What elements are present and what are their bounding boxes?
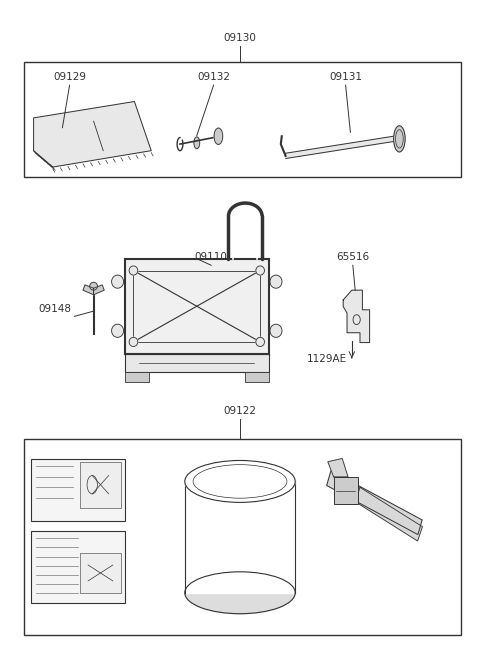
Polygon shape	[343, 290, 370, 343]
Text: 09130: 09130	[224, 33, 256, 43]
Ellipse shape	[185, 460, 295, 502]
Bar	[125, 354, 269, 372]
Ellipse shape	[270, 275, 282, 288]
Bar	[31, 531, 125, 603]
Ellipse shape	[256, 337, 264, 346]
Bar	[80, 553, 121, 593]
Bar	[125, 259, 269, 354]
Polygon shape	[355, 487, 422, 541]
Text: 1129AE: 1129AE	[306, 354, 347, 364]
Text: 09131: 09131	[329, 72, 362, 82]
Text: 09148: 09148	[39, 305, 72, 314]
Bar	[24, 62, 461, 177]
Ellipse shape	[185, 572, 295, 614]
Text: 09110: 09110	[195, 252, 228, 262]
Ellipse shape	[270, 324, 282, 337]
Bar	[245, 372, 269, 382]
Text: 09122: 09122	[224, 406, 256, 416]
Ellipse shape	[129, 266, 138, 275]
Ellipse shape	[90, 282, 97, 290]
Bar	[31, 458, 125, 521]
Bar	[80, 462, 121, 508]
Polygon shape	[328, 458, 348, 477]
Ellipse shape	[111, 275, 124, 288]
Text: 65516: 65516	[336, 252, 370, 262]
Ellipse shape	[394, 126, 405, 152]
Polygon shape	[286, 136, 394, 159]
Ellipse shape	[194, 137, 200, 149]
Polygon shape	[327, 471, 422, 534]
Polygon shape	[83, 285, 94, 295]
Polygon shape	[34, 102, 151, 167]
Text: 09132: 09132	[197, 72, 230, 82]
Polygon shape	[94, 285, 104, 295]
Text: 09129: 09129	[53, 72, 86, 82]
Ellipse shape	[214, 128, 223, 145]
Ellipse shape	[111, 324, 124, 337]
Bar	[334, 477, 358, 504]
Bar	[24, 439, 461, 635]
Ellipse shape	[256, 266, 264, 275]
Ellipse shape	[129, 337, 138, 346]
Polygon shape	[185, 481, 295, 593]
Bar	[125, 372, 149, 382]
